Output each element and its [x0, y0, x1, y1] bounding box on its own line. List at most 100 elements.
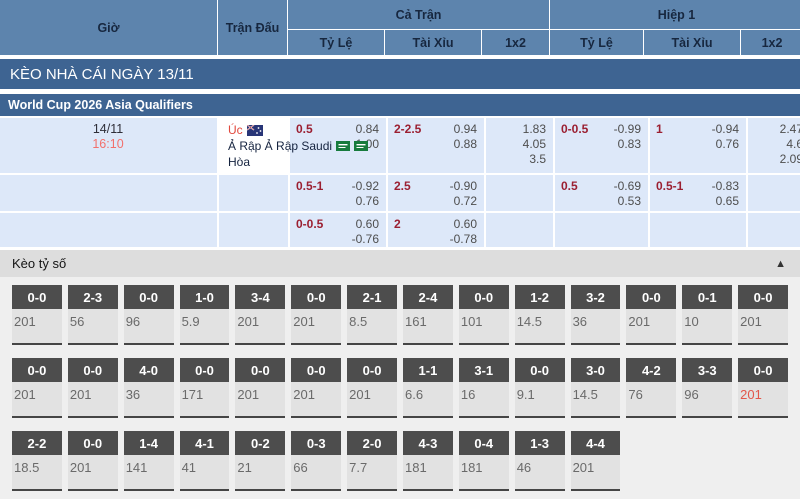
h1-1x2-cell[interactable]: 2.47 4.6 2.09 — [748, 118, 800, 173]
score-chip[interactable]: 0-4 — [458, 431, 509, 455]
score-chip[interactable]: 0-0 — [291, 285, 342, 309]
odds-value[interactable]: 3.5 — [529, 152, 546, 166]
score-chip[interactable]: 0-0 — [347, 358, 397, 382]
score-cell[interactable]: 3-1 16 — [458, 358, 509, 418]
ft-overunder-cell[interactable]: 2-2.5 0.94 0.88 — [388, 118, 484, 173]
odds-value[interactable]: 0.53 — [617, 194, 641, 208]
score-cell[interactable]: 0-1 10 — [682, 285, 733, 345]
odds-value[interactable]: 0.72 — [453, 194, 477, 208]
score-cell[interactable]: 3-0 14.5 — [570, 358, 621, 418]
score-cell[interactable]: 2-4 161 — [403, 285, 453, 345]
odds-value[interactable]: 0.76 — [355, 194, 379, 208]
ft-handicap-cell[interactable]: 0.5-1 -0.92 0.76 — [290, 175, 386, 211]
score-chip[interactable]: 1-2 — [514, 285, 565, 309]
score-cell[interactable]: 0-0 201 — [738, 285, 788, 345]
ft-overunder-cell[interactable]: 2.5 -0.90 0.72 — [388, 175, 484, 211]
score-chip[interactable]: 1-3 — [514, 431, 565, 455]
h1-handicap-cell[interactable]: 0.5 -0.69 0.53 — [555, 175, 648, 211]
score-chip[interactable]: 4-1 — [179, 431, 230, 455]
score-chip[interactable]: 0-0 — [738, 358, 788, 382]
score-cell[interactable]: 1-1 6.6 — [403, 358, 453, 418]
score-chip[interactable]: 1-1 — [403, 358, 453, 382]
score-cell[interactable]: 0-0 201 — [67, 358, 118, 418]
score-cell[interactable]: 0-0 201 — [626, 285, 677, 345]
odds-value[interactable]: -0.99 — [613, 122, 641, 136]
odds-value[interactable]: -0.92 — [351, 179, 379, 193]
score-cell[interactable]: 1-2 14.5 — [514, 285, 565, 345]
odds-value[interactable]: 4.05 — [522, 137, 546, 151]
score-cell[interactable]: 0-2 21 — [235, 431, 286, 491]
score-cell[interactable]: 2-0 7.7 — [347, 431, 397, 491]
score-chip[interactable]: 0-0 — [67, 431, 118, 455]
odds-value[interactable]: 0.88 — [453, 137, 477, 151]
match-teams-cell[interactable]: Úc Ả Rập Ả Rập Saudi Hòa — [219, 118, 369, 173]
score-cell[interactable]: 4-1 41 — [179, 431, 230, 491]
score-chip[interactable]: 0-0 — [123, 285, 174, 309]
score-cell[interactable]: 0-0 201 — [291, 285, 342, 345]
score-cell[interactable]: 1-4 141 — [123, 431, 174, 491]
score-cell[interactable]: 0-0 201 — [347, 358, 397, 418]
odds-value[interactable]: 0.94 — [453, 122, 477, 136]
score-chip[interactable]: 3-1 — [458, 358, 509, 382]
odds-value[interactable]: -0.78 — [449, 232, 477, 246]
score-chip[interactable]: 0-0 — [12, 285, 62, 309]
score-cell[interactable]: 2-3 56 — [67, 285, 118, 345]
ft-handicap-cell[interactable]: 0-0.5 0.60 -0.76 — [290, 213, 386, 247]
score-cell[interactable]: 0-0 201 — [12, 285, 62, 345]
score-chip[interactable]: 2-0 — [347, 431, 397, 455]
score-chip[interactable]: 2-3 — [67, 285, 118, 309]
score-cell[interactable]: 2-1 8.5 — [347, 285, 397, 345]
score-cell[interactable]: 0-0 201 — [12, 358, 62, 418]
score-chip[interactable]: 2-1 — [347, 285, 397, 309]
score-chip[interactable]: 0-3 — [291, 431, 342, 455]
odds-value[interactable]: 0.76 — [715, 137, 739, 151]
score-chip[interactable]: 0-0 — [12, 358, 62, 382]
score-chip[interactable]: 0-0 — [514, 358, 565, 382]
score-cell[interactable]: 1-0 5.9 — [179, 285, 230, 345]
score-chip[interactable]: 3-2 — [570, 285, 621, 309]
correct-score-header-bar[interactable]: Kèo tỷ số ▲ — [0, 250, 800, 277]
odds-value[interactable]: 0.60 — [453, 217, 477, 231]
score-cell[interactable]: 0-0 171 — [179, 358, 230, 418]
score-cell[interactable]: 4-0 36 — [123, 358, 174, 418]
odds-value[interactable]: 2.09 — [779, 152, 800, 166]
score-cell[interactable]: 4-2 76 — [626, 358, 677, 418]
score-chip[interactable]: 4-2 — [626, 358, 677, 382]
score-cell[interactable]: 2-2 18.5 — [12, 431, 62, 491]
score-cell[interactable]: 3-3 96 — [682, 358, 733, 418]
odds-value[interactable]: 4.6 — [786, 137, 800, 151]
score-chip[interactable]: 4-4 — [570, 431, 621, 455]
score-chip[interactable]: 3-3 — [682, 358, 733, 382]
ft-1x2-cell[interactable]: 1.83 4.05 3.5 — [486, 118, 553, 173]
score-chip[interactable]: 0-0 — [738, 285, 788, 309]
odds-value[interactable]: 2.47 — [779, 122, 800, 136]
score-chip[interactable]: 4-3 — [403, 431, 453, 455]
score-chip[interactable]: 0-0 — [179, 358, 230, 382]
score-cell[interactable]: 3-2 36 — [570, 285, 621, 345]
score-cell[interactable]: 1-3 46 — [514, 431, 565, 491]
odds-value[interactable]: 0.84 — [355, 122, 379, 136]
score-cell[interactable]: 0-0 201 — [67, 431, 118, 491]
odds-value[interactable]: -0.76 — [351, 232, 379, 246]
score-chip[interactable]: 1-0 — [179, 285, 230, 309]
score-chip[interactable]: 2-4 — [403, 285, 453, 309]
score-cell[interactable]: 0-3 66 — [291, 431, 342, 491]
score-chip[interactable]: 0-0 — [67, 358, 118, 382]
score-chip[interactable]: 0-0 — [626, 285, 677, 309]
score-cell[interactable]: 0-0 101 — [458, 285, 509, 345]
score-chip[interactable]: 3-0 — [570, 358, 621, 382]
score-chip[interactable]: 0-0 — [235, 358, 286, 382]
score-cell[interactable]: 0-0 96 — [123, 285, 174, 345]
collapse-icon[interactable]: ▲ — [775, 257, 786, 270]
odds-value[interactable]: -0.69 — [613, 179, 641, 193]
h1-handicap-cell[interactable]: 0-0.5 -0.99 0.83 — [555, 118, 648, 173]
odds-value[interactable]: 0.65 — [715, 194, 739, 208]
h1-overunder-cell[interactable]: 0.5-1 -0.83 0.65 — [650, 175, 746, 211]
score-cell[interactable]: 0-0 201 — [738, 358, 788, 418]
score-chip[interactable]: 2-2 — [12, 431, 62, 455]
ft-overunder-cell[interactable]: 2 0.60 -0.78 — [388, 213, 484, 247]
score-cell[interactable]: 0-4 181 — [458, 431, 509, 491]
odds-value[interactable]: 0.60 — [355, 217, 379, 231]
score-cell[interactable]: 3-4 201 — [235, 285, 286, 345]
score-chip[interactable]: 1-4 — [123, 431, 174, 455]
